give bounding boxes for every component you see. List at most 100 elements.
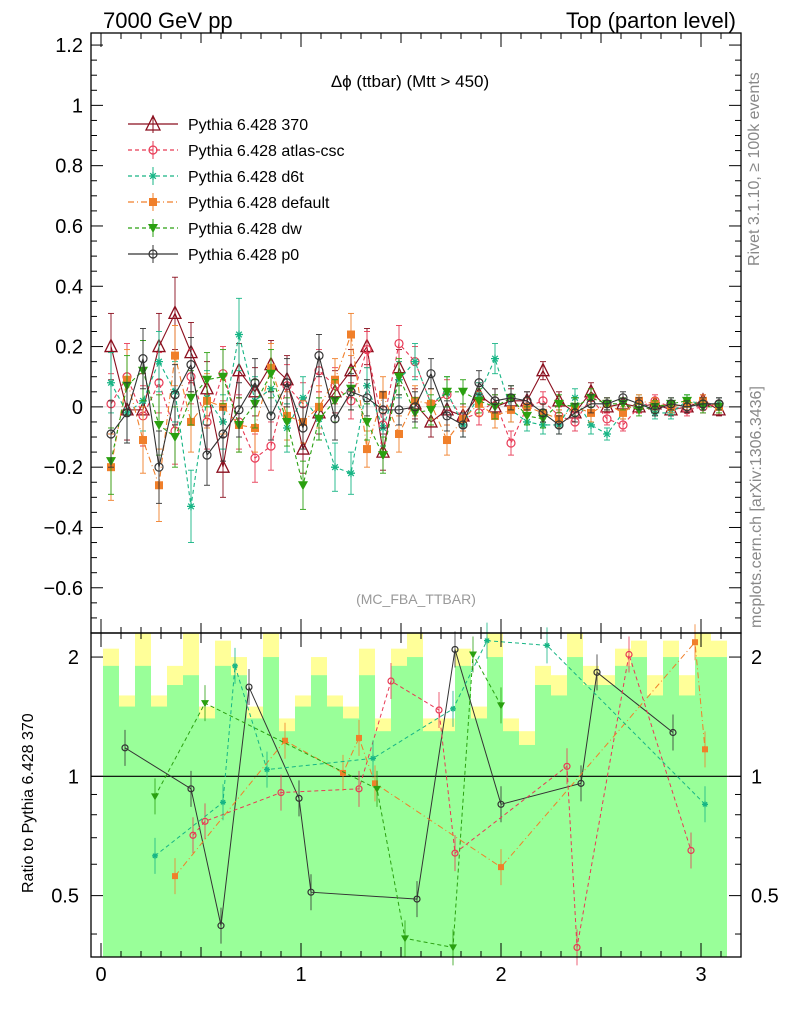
ratio-point bbox=[189, 831, 197, 839]
data-point bbox=[698, 399, 708, 409]
data-point bbox=[186, 360, 196, 370]
data-point bbox=[346, 387, 356, 397]
data-point bbox=[362, 393, 372, 403]
y-tick-label: −0.4 bbox=[44, 517, 83, 539]
legend-label: Pythia 6.428 atlas-csc bbox=[188, 143, 345, 160]
ratio-band-green bbox=[263, 657, 279, 957]
data-point bbox=[362, 417, 372, 427]
data-point bbox=[618, 399, 628, 409]
data-point bbox=[538, 408, 548, 418]
ratio-point bbox=[450, 705, 456, 712]
x-tick-label: 0 bbox=[95, 964, 106, 986]
ratio-ylabel: Ratio to Pythia 6.428 370 bbox=[20, 713, 37, 893]
main-plot bbox=[91, 276, 741, 543]
data-point bbox=[490, 396, 500, 406]
ratio-band-green bbox=[183, 675, 199, 957]
ratio-band-green bbox=[279, 731, 295, 957]
data-point bbox=[394, 372, 404, 382]
ratio-series-line bbox=[124, 649, 674, 926]
data-point bbox=[282, 378, 292, 388]
axes: 1.2 1 0.8 0.6 0.4 0.2 0 −0.2 −0.4 −0.6 0 1 2 3 2 2 1 1 0.5… bbox=[44, 32, 779, 986]
legend-label: Pythia 6.428 p0 bbox=[188, 247, 299, 264]
data-point bbox=[154, 420, 164, 430]
data-point bbox=[394, 338, 404, 349]
data-point bbox=[522, 411, 532, 421]
y-tick-label: 1 bbox=[72, 95, 83, 117]
chart-title: Δϕ (ttbar) (Mtt > 450) bbox=[331, 72, 489, 91]
data-point bbox=[107, 378, 115, 387]
data-point bbox=[714, 399, 724, 409]
data-point bbox=[602, 399, 612, 409]
ratio-plot bbox=[91, 622, 741, 966]
data-point bbox=[618, 420, 628, 430]
x-tick-label: 1 bbox=[295, 964, 306, 986]
data-point bbox=[202, 450, 212, 460]
data-point bbox=[299, 393, 307, 402]
ratio-band-green bbox=[135, 665, 151, 957]
ratio-band-green bbox=[711, 657, 727, 957]
ratio-point bbox=[497, 702, 505, 710]
data-point bbox=[554, 420, 564, 430]
ratio-point bbox=[372, 780, 378, 787]
y-tick-label: 0 bbox=[72, 397, 83, 419]
data-point bbox=[426, 369, 436, 379]
data-point bbox=[155, 357, 163, 366]
ratio-band-green bbox=[151, 706, 167, 957]
ratio-band-green bbox=[247, 718, 263, 957]
data-point bbox=[411, 357, 419, 366]
ratio-tick-label-right: 2 bbox=[751, 647, 762, 669]
data-point bbox=[250, 453, 260, 463]
ratio-band-green bbox=[599, 685, 615, 957]
legend-label: Pythia 6.428 d6t bbox=[188, 169, 304, 186]
data-point bbox=[250, 378, 260, 388]
data-point bbox=[314, 414, 324, 424]
ratio-band-green bbox=[471, 718, 487, 957]
ratio-band-green bbox=[231, 675, 247, 957]
y-tick-label: 0.6 bbox=[55, 216, 83, 238]
ratio-point bbox=[152, 852, 158, 859]
ratio-point bbox=[187, 785, 195, 793]
ratio-frame bbox=[90, 632, 742, 958]
ratio-point bbox=[593, 668, 601, 676]
data-point bbox=[122, 408, 132, 418]
data-point bbox=[187, 502, 195, 511]
ratio-band-green bbox=[327, 706, 343, 957]
data-point bbox=[603, 430, 611, 439]
legend-label: Pythia 6.428 370 bbox=[188, 117, 308, 134]
data-point bbox=[266, 411, 276, 421]
data-point bbox=[234, 405, 244, 415]
ratio-point bbox=[401, 935, 409, 943]
ratio-band-green bbox=[375, 731, 391, 957]
ratio-point bbox=[172, 873, 178, 880]
data-point bbox=[682, 402, 692, 412]
ratio-band-green bbox=[679, 695, 695, 957]
ratio-point bbox=[563, 762, 571, 770]
data-point bbox=[378, 451, 388, 461]
data-point bbox=[586, 399, 596, 409]
ratio-point bbox=[370, 755, 376, 762]
data-point bbox=[602, 414, 612, 424]
ratio-point bbox=[625, 650, 633, 659]
ratio-point bbox=[702, 801, 708, 808]
ratio-tick-label-right: 1 bbox=[751, 766, 762, 788]
data-point bbox=[295, 440, 311, 455]
data-point bbox=[443, 436, 451, 445]
ratio-band-green bbox=[551, 695, 567, 957]
ratio-point bbox=[264, 766, 270, 773]
data-point bbox=[634, 405, 644, 415]
ratio-point bbox=[220, 799, 226, 806]
ratio-band-green bbox=[631, 657, 647, 957]
data-point bbox=[535, 362, 551, 377]
ratio-band-green bbox=[503, 731, 519, 957]
ratio-point bbox=[217, 922, 225, 930]
ratio-band-green bbox=[199, 718, 215, 957]
data-point bbox=[410, 402, 420, 412]
data-point bbox=[202, 375, 212, 385]
ratio-point bbox=[451, 645, 459, 654]
ratio-band-green bbox=[455, 665, 471, 957]
legend-label: Pythia 6.428 default bbox=[188, 195, 330, 212]
data-point bbox=[215, 458, 231, 473]
data-point bbox=[554, 399, 564, 409]
ratio-point bbox=[669, 728, 677, 737]
